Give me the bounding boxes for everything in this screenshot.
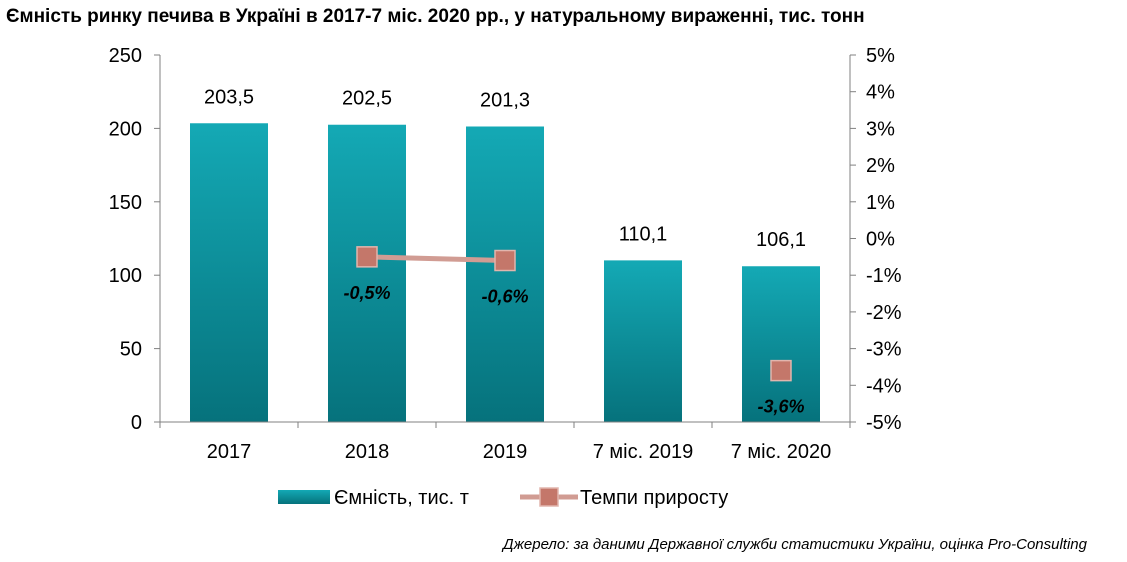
right-tick-label: -1% xyxy=(866,265,902,287)
growth-value-label: -3,6% xyxy=(757,397,804,417)
x-tick-label: 2018 xyxy=(345,441,390,463)
right-tick-label: -2% xyxy=(866,302,902,324)
growth-value-label: -0,5% xyxy=(343,283,390,303)
right-tick-label: 3% xyxy=(866,118,895,140)
left-y-axis: 0 50 100 150 200 250 xyxy=(109,45,161,434)
bar-value-label: 201,3 xyxy=(480,89,530,111)
bar-value-label: 106,1 xyxy=(756,229,806,251)
left-tick-label: 150 xyxy=(109,192,142,214)
left-tick-label: 200 xyxy=(109,118,142,140)
x-tick-label: 2017 xyxy=(207,441,252,463)
right-tick-label: 2% xyxy=(866,155,895,177)
growth-marker xyxy=(494,249,516,272)
source-note: Джерело: за даними Державної служби стат… xyxy=(503,536,1087,553)
bar xyxy=(190,123,268,423)
bar-value-label: 203,5 xyxy=(204,86,254,108)
growth-marker xyxy=(770,359,792,382)
right-tick-label: -3% xyxy=(866,339,902,361)
bar-value-label: 110,1 xyxy=(619,223,668,245)
right-tick-label: 4% xyxy=(866,82,895,104)
legend-line-marker xyxy=(539,487,559,507)
right-tick-label: -5% xyxy=(866,412,902,434)
growth-data-labels: -0,5% -0,6% -3,6% xyxy=(343,283,804,417)
bar xyxy=(466,126,544,422)
right-tick-label: -4% xyxy=(866,375,902,397)
x-tick-label: 7 міс. 2019 xyxy=(593,441,693,463)
x-tick-label: 2019 xyxy=(483,441,528,463)
bar-value-label: 202,5 xyxy=(342,88,392,110)
bar xyxy=(328,124,406,422)
growth-line-segment xyxy=(366,254,506,264)
right-tick-label: 5% xyxy=(866,45,895,67)
legend: Ємність, тис. т Темпи приросту xyxy=(278,487,728,509)
legend-line-label: Темпи приросту xyxy=(580,487,728,509)
x-tick-label: 7 міс. 2020 xyxy=(731,441,831,463)
left-tick-label: 100 xyxy=(109,265,142,287)
chart-title: Ємність ринку печива в Україні в 2017-7 … xyxy=(6,6,865,27)
legend-bar-swatch xyxy=(278,490,330,504)
x-axis: 2017 2018 2019 7 міс. 2019 7 міс. 2020 xyxy=(159,421,851,463)
bar-data-labels: 203,5 202,5 201,3 110,1 106,1 xyxy=(204,86,806,251)
growth-series xyxy=(356,246,792,382)
bar-series xyxy=(190,123,820,423)
right-tick-label: 1% xyxy=(866,192,895,214)
right-y-axis: -5% -4% -3% -2% -1% 0% 1% 2% 3% 4% 5% xyxy=(849,45,902,434)
legend-bar-label: Ємність, тис. т xyxy=(334,487,469,509)
left-tick-label: 0 xyxy=(131,412,142,434)
right-tick-label: 0% xyxy=(866,229,895,251)
bar xyxy=(742,266,820,422)
left-tick-label: 50 xyxy=(120,339,142,361)
left-tick-label: 250 xyxy=(109,45,142,67)
growth-value-label: -0,6% xyxy=(481,287,528,307)
growth-marker xyxy=(356,246,378,268)
bar xyxy=(604,260,682,422)
